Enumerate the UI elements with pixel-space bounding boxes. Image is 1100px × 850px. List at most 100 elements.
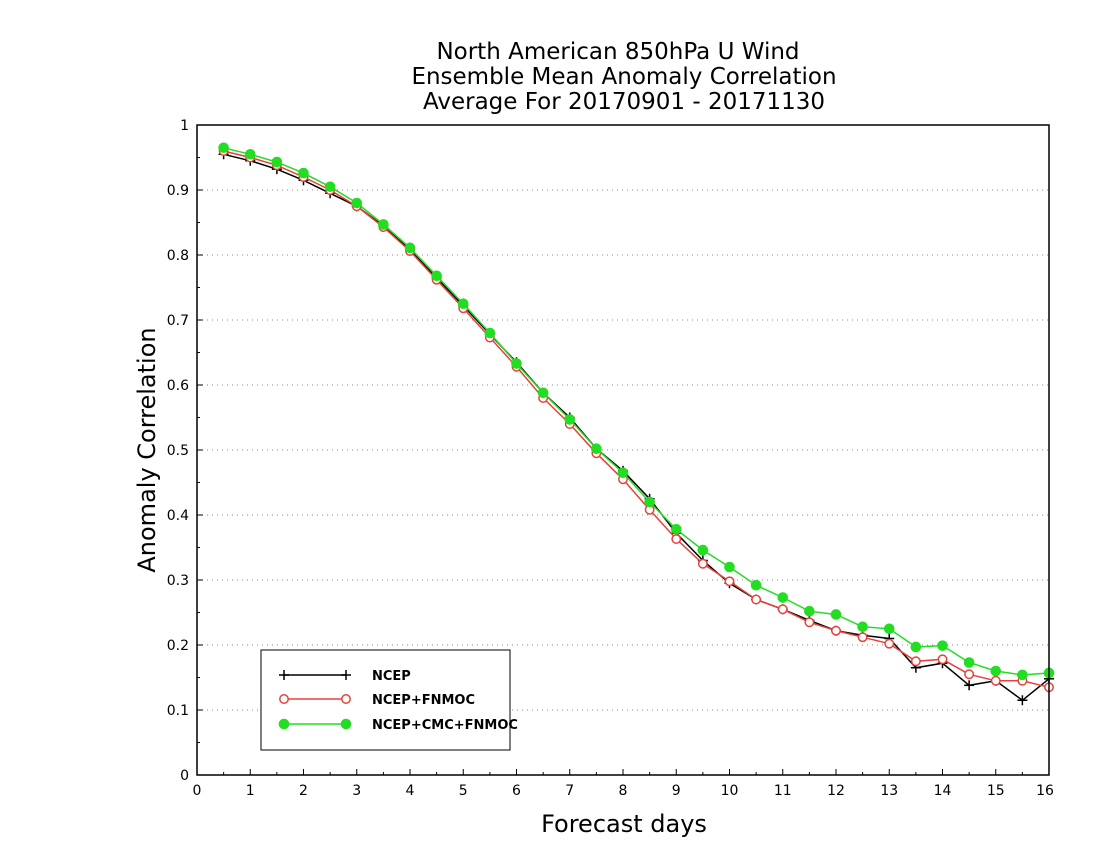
series-ncep-fnmoc bbox=[218, 146, 1054, 693]
data-point bbox=[804, 605, 815, 617]
legend: NCEP NCEP+FNMOC NCEP+CMC+FNMOC bbox=[260, 649, 518, 751]
x-tick-label: 16 bbox=[1036, 783, 1054, 799]
x-tick-label: 2 bbox=[299, 783, 308, 799]
data-point bbox=[910, 641, 922, 653]
x-tick-label: 5 bbox=[459, 783, 468, 799]
data-point bbox=[279, 694, 289, 704]
y-tick-label: 0.3 bbox=[167, 573, 189, 589]
data-point bbox=[963, 657, 975, 668]
x-tick-label: 6 bbox=[512, 783, 521, 799]
data-point bbox=[990, 665, 1002, 677]
data-point bbox=[378, 219, 389, 230]
data-point bbox=[937, 640, 948, 651]
y-tick-label: 0.4 bbox=[167, 508, 189, 524]
data-point bbox=[750, 579, 762, 591]
series-line bbox=[223, 147, 1050, 676]
data-point bbox=[883, 623, 895, 635]
legend-label: NCEP+FNMOC bbox=[372, 693, 475, 708]
y-tick-label: 0 bbox=[180, 768, 189, 784]
data-point bbox=[697, 558, 708, 569]
legend-entry: NCEP bbox=[279, 669, 411, 684]
data-point bbox=[537, 387, 549, 399]
x-tick-label: 13 bbox=[880, 783, 898, 799]
y-tick-label: 1 bbox=[180, 118, 189, 134]
data-point bbox=[724, 561, 735, 573]
x-tick-label: 12 bbox=[827, 783, 845, 799]
x-tick-label: 4 bbox=[406, 783, 415, 799]
data-point bbox=[1017, 669, 1028, 681]
legend-entry: NCEP+FNMOC bbox=[279, 693, 475, 708]
data-point bbox=[564, 414, 576, 425]
data-point bbox=[670, 524, 682, 535]
y-tick-label: 0.6 bbox=[167, 378, 189, 394]
y-tick-label: 0.7 bbox=[167, 313, 189, 329]
data-point bbox=[671, 534, 682, 544]
data-point bbox=[644, 496, 655, 508]
legend-label: NCEP bbox=[372, 669, 411, 684]
data-point bbox=[457, 298, 469, 310]
y-axis-label: Anomaly Correlation bbox=[133, 327, 161, 572]
data-point bbox=[341, 694, 351, 704]
data-point bbox=[591, 443, 602, 455]
data-point bbox=[484, 327, 496, 339]
data-point bbox=[830, 609, 842, 620]
data-point bbox=[511, 358, 522, 369]
y-tick-label: 0.9 bbox=[167, 183, 189, 199]
x-tick-label: 11 bbox=[774, 783, 792, 799]
data-point bbox=[751, 594, 762, 605]
x-tick-label: 14 bbox=[934, 783, 952, 799]
y-tick-label: 0.2 bbox=[167, 638, 189, 654]
data-point bbox=[777, 592, 789, 603]
data-point bbox=[990, 675, 1001, 686]
legend-entry: NCEP+CMC+FNMOC bbox=[278, 718, 518, 733]
data-point bbox=[831, 625, 841, 636]
data-point bbox=[857, 621, 868, 633]
data-point bbox=[857, 632, 868, 643]
data-point bbox=[724, 576, 735, 587]
series-layer bbox=[218, 142, 1055, 706]
data-point bbox=[404, 242, 416, 254]
chart-title: North American 850hPa U Wind Ensemble Me… bbox=[411, 39, 836, 115]
legend-label: NCEP+CMC+FNMOC bbox=[372, 718, 518, 733]
x-axis-label: Forecast days bbox=[541, 810, 707, 838]
data-point bbox=[298, 167, 309, 179]
data-point bbox=[324, 181, 336, 193]
chart-title-line-1: North American 850hPa U Wind bbox=[436, 39, 799, 65]
x-tick-label: 3 bbox=[352, 783, 361, 799]
data-point bbox=[937, 654, 948, 665]
data-point bbox=[218, 142, 229, 154]
data-point bbox=[804, 617, 815, 628]
data-point bbox=[910, 656, 921, 667]
x-tick-label: 1 bbox=[246, 783, 255, 799]
x-tick-label: 15 bbox=[987, 783, 1005, 799]
data-point bbox=[340, 718, 352, 730]
y-tick-label: 0.8 bbox=[167, 248, 189, 264]
legend-box bbox=[260, 649, 511, 751]
series-ncep-cmc-fnmoc bbox=[218, 142, 1055, 681]
data-point bbox=[697, 544, 709, 556]
data-point bbox=[278, 718, 290, 730]
chart-title-line-3: Average For 20170901 - 20171130 bbox=[423, 89, 825, 115]
y-tick-label: 0.1 bbox=[167, 703, 189, 719]
series-ncep bbox=[218, 149, 1054, 706]
data-point bbox=[884, 638, 895, 649]
data-point bbox=[271, 156, 283, 168]
chart-title-line-2: Ensemble Mean Anomaly Correlation bbox=[411, 64, 836, 90]
x-tick-label: 10 bbox=[721, 783, 739, 799]
data-point bbox=[431, 270, 442, 282]
x-axis: 0 1 2 3 4 5 6 7 8 9 10 11 12 13 14 15 16 bbox=[193, 769, 1054, 799]
gridlines bbox=[197, 189, 1049, 711]
x-tick-label: 9 bbox=[672, 783, 681, 799]
data-point bbox=[777, 604, 788, 615]
y-tick-label: 0.5 bbox=[167, 443, 189, 459]
x-tick-label: 8 bbox=[619, 783, 628, 799]
x-tick-label: 7 bbox=[565, 783, 574, 799]
data-point bbox=[351, 197, 363, 209]
data-point bbox=[244, 148, 256, 160]
series-line bbox=[223, 150, 1050, 689]
series-line bbox=[223, 153, 1050, 702]
y-axis: 0 0.1 0.2 0.3 0.4 0.5 0.6 0.7 0.8 0.9 1 bbox=[167, 118, 203, 784]
data-point bbox=[964, 669, 975, 680]
x-tick-label: 0 bbox=[193, 783, 202, 799]
